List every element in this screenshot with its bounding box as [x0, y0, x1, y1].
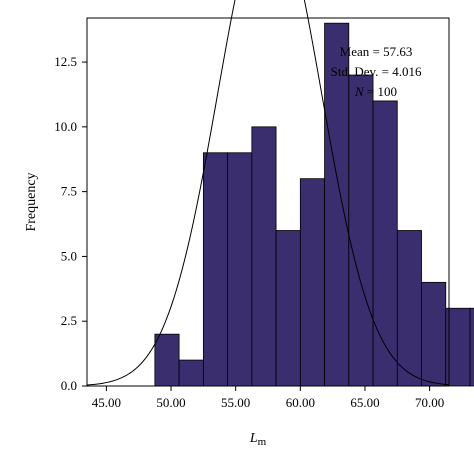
- histogram-bars: [154, 22, 474, 387]
- histogram-bar: [251, 126, 277, 387]
- histogram-bar: [396, 230, 422, 387]
- histogram-bar: [372, 100, 398, 387]
- histogram-bar: [421, 281, 447, 387]
- x-tick-label: 50.00: [156, 395, 185, 410]
- x-tick-label: 45.00: [92, 395, 121, 410]
- stat-n-value: = 100: [364, 84, 397, 99]
- x-tick-label: 55.00: [221, 395, 250, 410]
- y-tick-label: 12.5: [54, 54, 77, 69]
- y-tick-label: 7.5: [61, 184, 77, 199]
- y-tick-label: 0.0: [61, 378, 77, 393]
- histogram-bar: [348, 74, 374, 387]
- histogram-bar: [202, 152, 228, 387]
- histogram-bar: [275, 230, 301, 387]
- x-tick-label: 70.00: [415, 395, 444, 410]
- stat-n: N = 100: [354, 84, 397, 99]
- y-axis-title: Frequency: [24, 172, 39, 231]
- x-axis-title-main: L: [249, 431, 258, 446]
- histogram-bar: [445, 307, 471, 387]
- histogram-bar: [299, 178, 325, 387]
- stat-mean: Mean = 57.63: [340, 44, 413, 59]
- histogram-bar: [324, 22, 350, 387]
- y-tick-label: 10.0: [54, 119, 77, 134]
- stat-n-label: N: [354, 84, 365, 99]
- stat-std-dev: Std. Dev. = 4.016: [331, 64, 422, 79]
- x-axis-title: Lm: [249, 431, 267, 448]
- y-tick-label: 2.5: [61, 313, 77, 328]
- x-axis-ticks: 45.00 50.00 55.00 60.00 65.00 70.00: [92, 386, 444, 410]
- histogram-bar: [227, 152, 253, 387]
- x-axis-title-subscript: m: [258, 436, 267, 448]
- normal-curve: [86, 0, 450, 386]
- y-tick-label: 5.0: [61, 248, 77, 263]
- histogram-bar: [178, 359, 204, 387]
- x-tick-label: 65.00: [350, 395, 379, 410]
- histogram-bar: [154, 333, 180, 387]
- y-axis-ticks: 0.0 2.5 5.0 7.5 10.0 12.5: [54, 54, 87, 393]
- stats-box: Mean = 57.63 Std. Dev. = 4.016 N = 100: [331, 44, 422, 99]
- histogram-bar: [469, 307, 474, 387]
- x-tick-label: 60.00: [286, 395, 315, 410]
- plot-frame: [86, 17, 450, 387]
